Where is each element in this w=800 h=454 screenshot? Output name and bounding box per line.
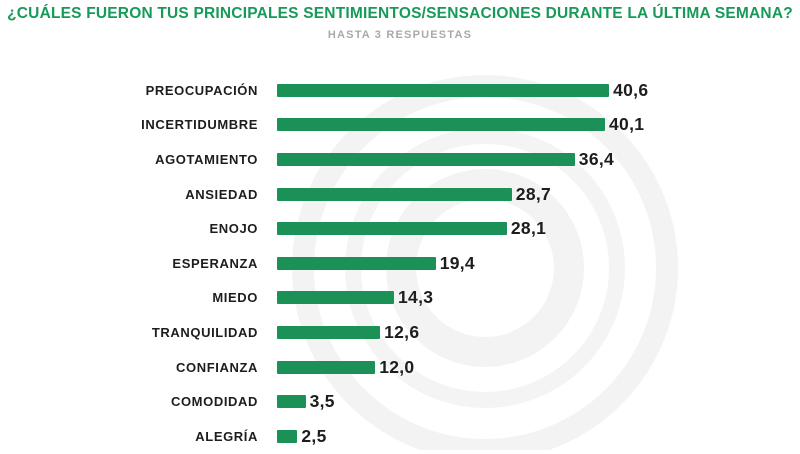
value-label: 12,0 xyxy=(379,356,415,377)
chart-row: ESPERANZA 19,4 xyxy=(0,246,800,281)
category-label: ESPERANZA xyxy=(172,255,258,271)
bar-chart: PREOCUPACIÓN 40,6 INCERTIDUMBRE 40,1 AGOTAMI… xyxy=(0,73,800,454)
category-label: ENOJO xyxy=(209,221,258,237)
chart-row: PREOCUPACIÓN 40,6 xyxy=(0,73,800,108)
category-label: ANSIEDAD xyxy=(185,186,258,202)
value-label: 36,4 xyxy=(578,148,615,169)
bar xyxy=(277,395,306,409)
category-label: COMODIDAD xyxy=(170,394,258,410)
chart-row: MIEDO 14,3 xyxy=(0,281,800,316)
chart-row: TRANQUILIDAD 12,6 xyxy=(0,315,800,350)
category-label: MIEDO xyxy=(212,290,258,306)
bar xyxy=(277,152,575,166)
category-label: PREOCUPACIÓN xyxy=(145,82,258,98)
bar xyxy=(277,256,436,270)
chart-row: ENOJO 28,1 xyxy=(0,211,800,246)
category-label: TRANQUILIDAD xyxy=(151,324,258,340)
bar xyxy=(277,291,394,305)
bar xyxy=(277,187,512,201)
category-label: INCERTIDUMBRE xyxy=(141,117,258,133)
category-label: ALEGRÍA xyxy=(195,428,258,444)
chart-row: INCERTIDUMBRE 40,1 xyxy=(0,108,800,143)
value-label: 28,1 xyxy=(510,218,547,239)
category-label: AGOTAMIENTO xyxy=(155,151,258,167)
chart-row: CONFIANZA 12,0 xyxy=(0,350,800,385)
bar xyxy=(277,325,381,339)
value-label: 2,5 xyxy=(301,425,327,446)
bar xyxy=(277,360,376,374)
value-label: 28,7 xyxy=(515,183,552,204)
bar xyxy=(277,83,610,97)
value-label: 40,6 xyxy=(613,79,649,100)
chart-title: ¿CUÁLES FUERON TUS PRINCIPALES SENTIMIEN… xyxy=(7,5,793,22)
chart-row: ANSIEDAD 28,7 xyxy=(0,177,800,212)
value-label: 19,4 xyxy=(439,252,475,273)
value-label: 40,1 xyxy=(609,114,645,135)
value-label: 12,6 xyxy=(384,321,420,342)
chart-header: ¿CUÁLES FUERON TUS PRINCIPALES SENTIMIEN… xyxy=(0,5,800,41)
chart-row: ALEGRÍA 2,5 xyxy=(0,419,800,454)
category-label: CONFIANZA xyxy=(176,359,258,375)
chart-row: COMODIDAD 3,5 xyxy=(0,384,800,419)
value-label: 3,5 xyxy=(309,391,335,412)
chart-row: AGOTAMIENTO 36,4 xyxy=(0,142,800,177)
value-label: 14,3 xyxy=(398,287,434,308)
chart-subtitle: HASTA 3 RESPUESTAS xyxy=(327,28,473,41)
bar xyxy=(277,429,298,443)
bar xyxy=(277,118,605,132)
bar xyxy=(277,222,507,236)
